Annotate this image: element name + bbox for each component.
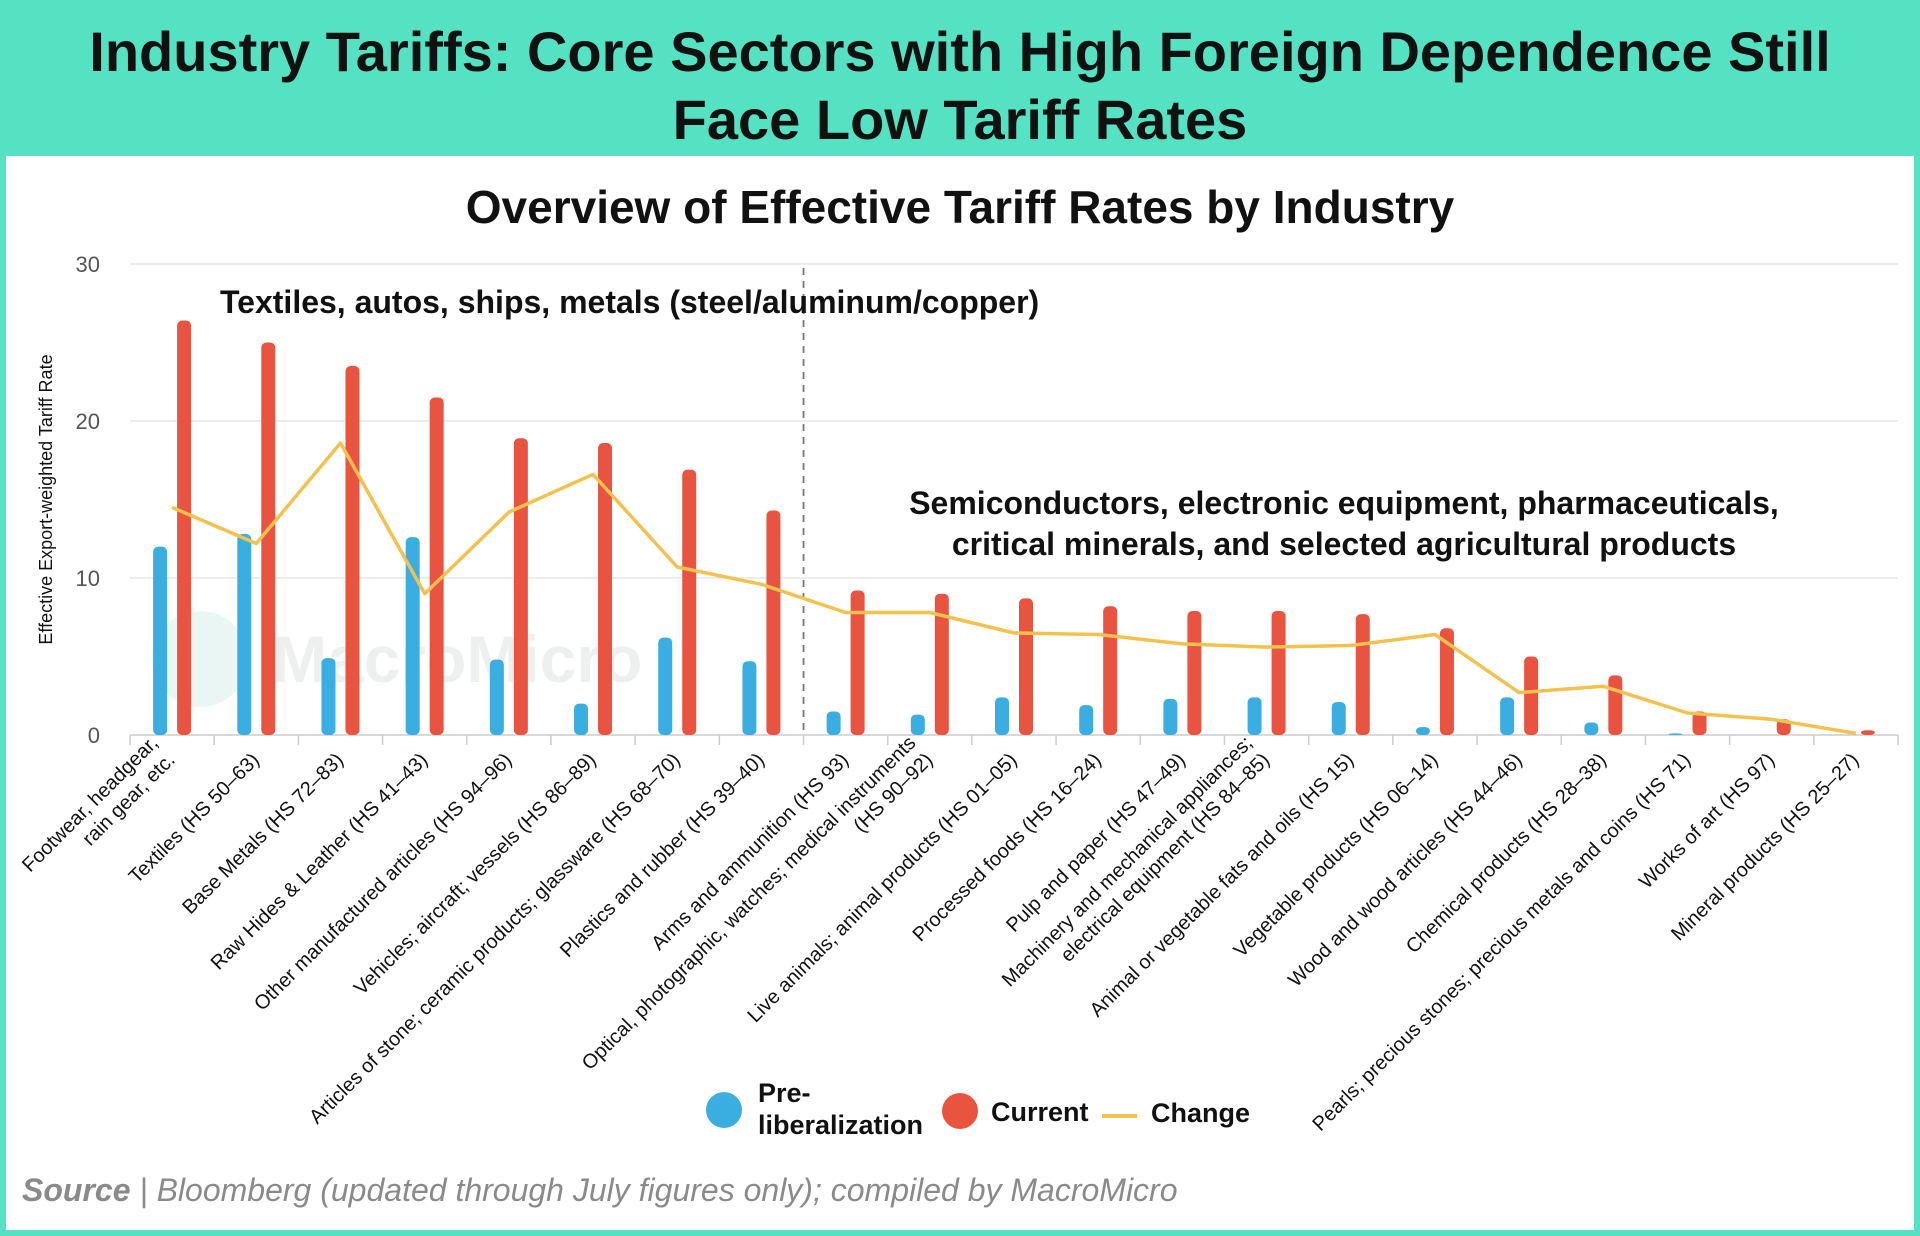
watermark: MacroMicro [152, 611, 642, 707]
bar-current [1692, 711, 1707, 735]
legend-current-label: Current [991, 1097, 1089, 1127]
bar-current [934, 593, 949, 735]
bar-current [177, 320, 192, 735]
bar-current [345, 366, 360, 735]
bar-current [598, 442, 613, 735]
annotation-left-group: Textiles, autos, ships, metals (steel/al… [220, 284, 1039, 320]
y-tick-label: 10 [76, 566, 100, 591]
title-banner: Industry Tariffs: Core Sectors with High… [0, 0, 1920, 156]
y-axis-label: Effective Export-weighted Tariff Rate [36, 354, 56, 644]
y-tick-label: 0 [88, 723, 100, 748]
source-separator: | [130, 1172, 157, 1208]
bar-current [1355, 614, 1370, 735]
bar-pre-liberalization [574, 703, 589, 735]
bar-pre-liberalization [826, 711, 841, 735]
legend-change-label: Change [1151, 1098, 1250, 1128]
bar-current [850, 590, 865, 735]
source-note: Source | Bloomberg (updated through July… [22, 1172, 1178, 1209]
series-line-change [171, 441, 1857, 736]
y-tick-label: 20 [76, 409, 100, 434]
bar-pre-liberalization [489, 659, 504, 735]
bar-pre-liberalization [321, 658, 336, 735]
bar-current [429, 397, 444, 735]
bar-pre-liberalization [405, 537, 420, 735]
bar-pre-liberalization [995, 697, 1009, 735]
bar-current [1187, 610, 1202, 735]
watermark-logo-icon [152, 611, 248, 707]
bar-current [682, 469, 697, 735]
source-label: Source [22, 1172, 131, 1208]
bar-pre-liberalization [1163, 698, 1178, 735]
bar-pre-liberalization [1331, 702, 1346, 735]
legend-current-marker [942, 1093, 978, 1129]
bar-current [261, 342, 276, 735]
banner-title: Industry Tariffs: Core Sectors with High… [89, 20, 1831, 151]
bar-current [513, 438, 528, 735]
bar-pre-liberalization [1079, 705, 1094, 735]
legend-pre-liberalization-marker [706, 1092, 742, 1128]
bar-current [1524, 656, 1539, 735]
bar-pre-liberalization [910, 714, 925, 735]
source-text: Bloomberg (updated through July figures … [156, 1172, 1178, 1208]
bar-current [1271, 610, 1286, 735]
bar-pre-liberalization [658, 637, 673, 735]
bar-current [766, 510, 781, 735]
bar-current [1019, 598, 1033, 735]
bar-pre-liberalization [742, 661, 757, 735]
bar-pre-liberalization [153, 546, 168, 735]
bar-pre-liberalization [1668, 733, 1683, 735]
tariff-chart: Overview of Effective Tariff Rates by In… [18, 181, 1899, 1140]
legend: Pre-liberalization Current Change [706, 1078, 1250, 1140]
y-tick-label: 30 [76, 252, 100, 277]
annotation-right-group: Semiconductors, electronic equipment, ph… [909, 485, 1779, 562]
bar-current [1103, 606, 1118, 735]
bar-current [1608, 675, 1623, 735]
bar-pre-liberalization [237, 534, 252, 735]
legend-pre-liberalization-label: Pre-liberalization [758, 1078, 923, 1140]
bar-pre-liberalization [1500, 697, 1515, 735]
bar-pre-liberalization [1415, 727, 1430, 735]
bar-current [1439, 628, 1454, 735]
chart-title: Overview of Effective Tariff Rates by In… [466, 181, 1455, 233]
bar-pre-liberalization [1584, 722, 1599, 735]
x-category-label: Pearls; precious stones; precious metals… [1308, 749, 1695, 1136]
bar-pre-liberalization [1247, 697, 1262, 735]
x-category-label: Base Metals (HS 72–83) [178, 749, 348, 919]
bar-current [1860, 730, 1875, 735]
